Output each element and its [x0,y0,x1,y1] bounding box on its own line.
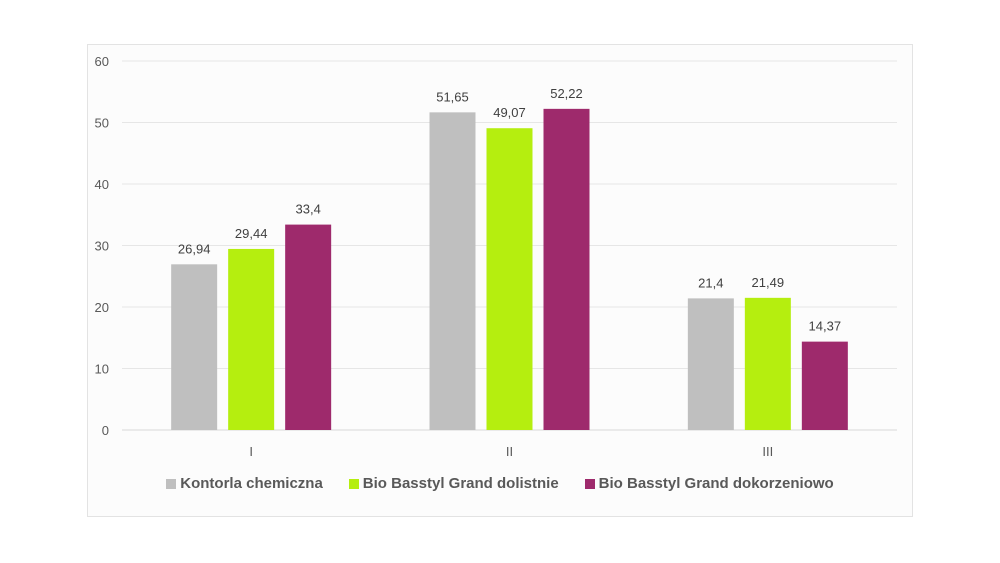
x-tick-label: III [762,444,773,459]
y-tick-label: 0 [102,423,109,438]
bar [543,108,590,431]
data-label: 33,4 [296,202,321,217]
bar [171,264,218,430]
y-tick-label: 20 [95,300,109,315]
y-tick-label: 10 [95,362,109,377]
bar [228,248,275,430]
bar [429,112,476,430]
bar [486,128,533,431]
data-label: 29,44 [235,226,268,241]
legend-item: Kontorla chemiczna [166,475,323,492]
bar [285,224,332,430]
legend-swatch [584,478,595,489]
bar [744,297,791,430]
x-tick-label: I [249,444,253,459]
data-label: 52,22 [550,86,583,101]
bar [687,298,734,430]
data-label: 21,4 [698,275,723,290]
y-tick-label: 40 [95,177,109,192]
data-label: 14,37 [809,319,842,334]
bar [801,341,848,430]
x-tick-label: II [506,444,513,459]
data-label: 26,94 [178,241,211,256]
legend-label: Kontorla chemiczna [180,475,323,492]
y-tick-label: 50 [95,116,109,131]
legend-swatch [348,478,359,489]
legend-item: Bio Basstyl Grand dokorzeniowo [584,475,834,492]
y-tick-label: 30 [95,239,109,254]
legend-item: Bio Basstyl Grand dolistnie [348,475,559,492]
legend-label: Bio Basstyl Grand dokorzeniowo [598,475,834,492]
legend-swatch [166,478,177,489]
legend: Kontorla chemiczna Bio Basstyl Grand doli… [0,475,1000,492]
data-label: 51,65 [436,89,469,104]
data-label: 49,07 [493,105,526,120]
legend-label: Bio Basstyl Grand dolistnie [362,475,559,492]
data-label: 21,49 [752,275,785,290]
y-tick-label: 60 [95,54,109,69]
